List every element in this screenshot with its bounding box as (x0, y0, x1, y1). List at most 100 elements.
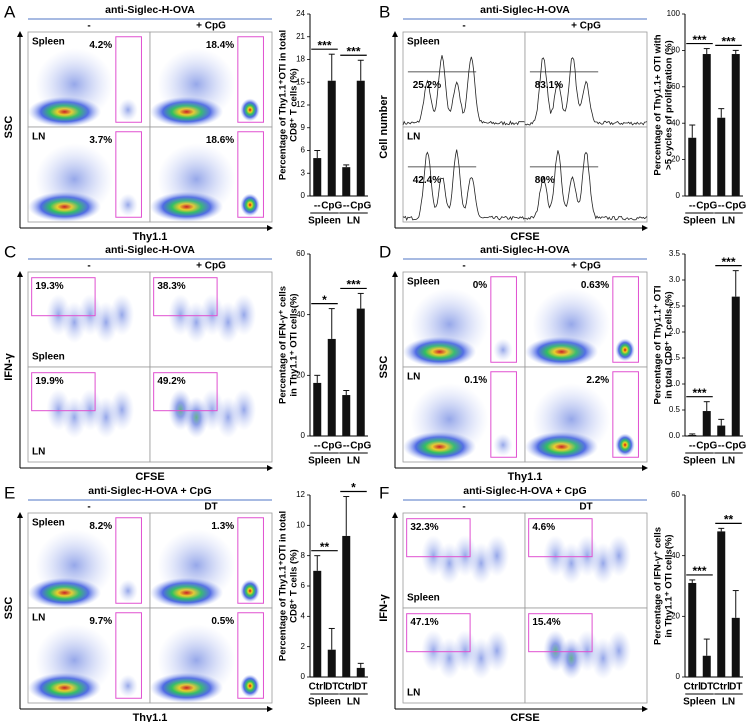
gate-percent: 4.6% (532, 522, 555, 533)
gate-percent: 25.2% (413, 80, 441, 91)
gate-percent: 0% (473, 280, 488, 291)
y-tick-label: 10 (296, 520, 305, 529)
cell-population (35, 48, 114, 121)
gate (31, 277, 96, 317)
group-label: LN (722, 216, 735, 227)
bar (327, 338, 336, 436)
group-label: Spleen (308, 216, 341, 227)
group-label: Spleen (683, 456, 716, 467)
bar (342, 395, 351, 436)
y-tick-label: 20 (296, 370, 305, 379)
row-label: LN (32, 132, 45, 143)
y-axis-label: SSC (3, 116, 15, 139)
cell-population (532, 288, 611, 361)
bar (313, 158, 322, 196)
y-tick-label: 4 (301, 611, 306, 620)
x-tick-label: DT (729, 682, 742, 693)
gate-percent: 2.2% (586, 375, 609, 386)
gate (237, 517, 264, 604)
panel-header: anti-Siglec-H-OVA (480, 244, 570, 256)
bar (688, 582, 697, 677)
panel-letter: A (4, 2, 16, 21)
group-label: Spleen (683, 216, 716, 227)
panel-header: anti-Siglec-H-OVA (105, 244, 195, 256)
y-tick-label: 60 (671, 82, 680, 91)
y-tick-label: 0 (301, 672, 306, 681)
bar (327, 649, 336, 677)
group-label: Spleen (683, 697, 716, 708)
y-axis-title: Percentage of Thy1.1⁺OTI in total (278, 511, 289, 661)
x-tick-label: DT (354, 682, 367, 693)
column-label: + CpG (571, 21, 601, 32)
panel-letter: F (379, 483, 389, 502)
x-tick-label: -- (689, 441, 696, 452)
y-axis-title: CD8⁺ T cells (%) (289, 549, 300, 623)
gated-population (240, 193, 260, 217)
y-tick-label: 80 (671, 46, 680, 55)
significance-label: *** (692, 564, 706, 578)
y-axis-title: Percentage of Thy1.1+ OTI with (653, 34, 664, 175)
significance-label: ** (320, 540, 330, 554)
y-tick-label: 0.0 (669, 431, 681, 440)
gate (528, 613, 593, 653)
group-label: LN (347, 216, 360, 227)
panel-letter: E (4, 483, 15, 502)
gate (237, 131, 264, 218)
gated-population (615, 338, 635, 362)
y-tick-label: 40 (296, 310, 305, 319)
row-label: Spleen (407, 593, 440, 604)
x-axis-label: CFSE (135, 471, 164, 483)
y-axis-title: Percentage of IFN-γ⁺ cells (278, 286, 289, 404)
x-axis-label: CFSE (510, 712, 539, 722)
gate (31, 372, 96, 412)
row-label: LN (32, 447, 45, 458)
y-axis-title: in Thy1.1⁺ OTI cells(%) (289, 293, 300, 396)
gated-population (240, 98, 260, 122)
column-label: DT (579, 502, 592, 513)
x-tick-label: DT (325, 682, 338, 693)
bar (731, 54, 740, 196)
y-axis-label: Cell number (378, 95, 390, 159)
gate (153, 277, 218, 317)
group-label: Spleen (308, 456, 341, 467)
x-axis-label: Thy1.1 (133, 712, 168, 722)
bar (688, 434, 697, 436)
row-label: LN (32, 613, 45, 624)
gate-percent: 83.1% (535, 80, 563, 91)
gate (406, 613, 471, 653)
y-tick-label: 100 (667, 9, 681, 18)
y-tick-label: 2.0 (669, 327, 681, 336)
y-tick-label: 20 (671, 611, 680, 620)
gate (153, 372, 218, 412)
gated-population (240, 579, 260, 603)
y-tick-label: 60 (671, 490, 680, 499)
gate-percent: 32.3% (410, 522, 438, 533)
gate-percent: 0.63% (581, 280, 609, 291)
cell-population (606, 534, 632, 577)
gate-percent: 0.5% (211, 616, 234, 627)
row-label: LN (407, 372, 420, 383)
y-tick-label: 2 (301, 642, 306, 651)
gate-percent: 0.1% (464, 375, 487, 386)
gated-population (118, 98, 138, 122)
significance-label: *** (692, 33, 706, 47)
row-label: Spleen (32, 352, 65, 363)
x-tick-label: -- (718, 201, 725, 212)
row-label: Spleen (407, 277, 440, 288)
bar (356, 80, 365, 196)
column-label: - (462, 21, 465, 32)
significance-label: * (351, 481, 356, 495)
histogram-trace (524, 57, 648, 126)
y-axis-title: Percentage of IFN-γ⁺ cells (653, 527, 664, 645)
gate (490, 371, 517, 458)
y-axis-title: in total CD8⁺ T cells (%) (664, 291, 675, 398)
gate-percent: 19.3% (35, 281, 63, 292)
gate-percent: 47.1% (410, 617, 438, 628)
gate-percent: 15.4% (532, 617, 560, 628)
plot-cell (524, 31, 648, 128)
x-tick-label: -- (718, 441, 725, 452)
cell-population (532, 383, 611, 456)
gate-percent: 38.3% (157, 281, 185, 292)
